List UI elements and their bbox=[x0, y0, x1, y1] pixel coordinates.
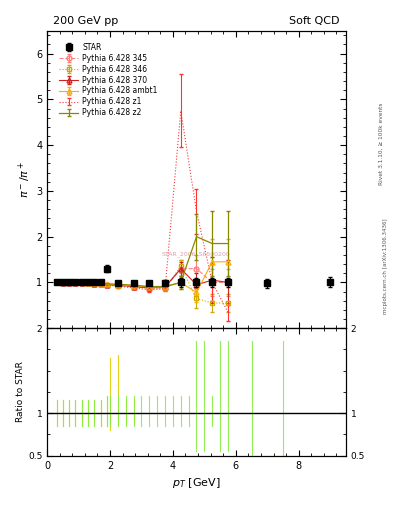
Text: 200 GeV pp: 200 GeV pp bbox=[53, 16, 118, 26]
Text: mcplots.cern.ch [arXiv:1306.3436]: mcplots.cern.ch [arXiv:1306.3436] bbox=[383, 219, 388, 314]
Y-axis label: Ratio to STAR: Ratio to STAR bbox=[16, 361, 25, 422]
X-axis label: $p_T$ [GeV]: $p_T$ [GeV] bbox=[172, 476, 221, 490]
Y-axis label: $\pi^- / \pi^+$: $\pi^- / \pi^+$ bbox=[17, 161, 33, 198]
Legend: STAR, Pythia 6.428 345, Pythia 6.428 346, Pythia 6.428 370, Pythia 6.428 ambt1, : STAR, Pythia 6.428 345, Pythia 6.428 346… bbox=[57, 40, 160, 119]
Text: Rivet 3.1.10, ≥ 100k events: Rivet 3.1.10, ≥ 100k events bbox=[379, 102, 384, 185]
Text: STAR_2006_S6500200: STAR_2006_S6500200 bbox=[162, 251, 231, 257]
Text: Soft QCD: Soft QCD bbox=[289, 16, 340, 26]
